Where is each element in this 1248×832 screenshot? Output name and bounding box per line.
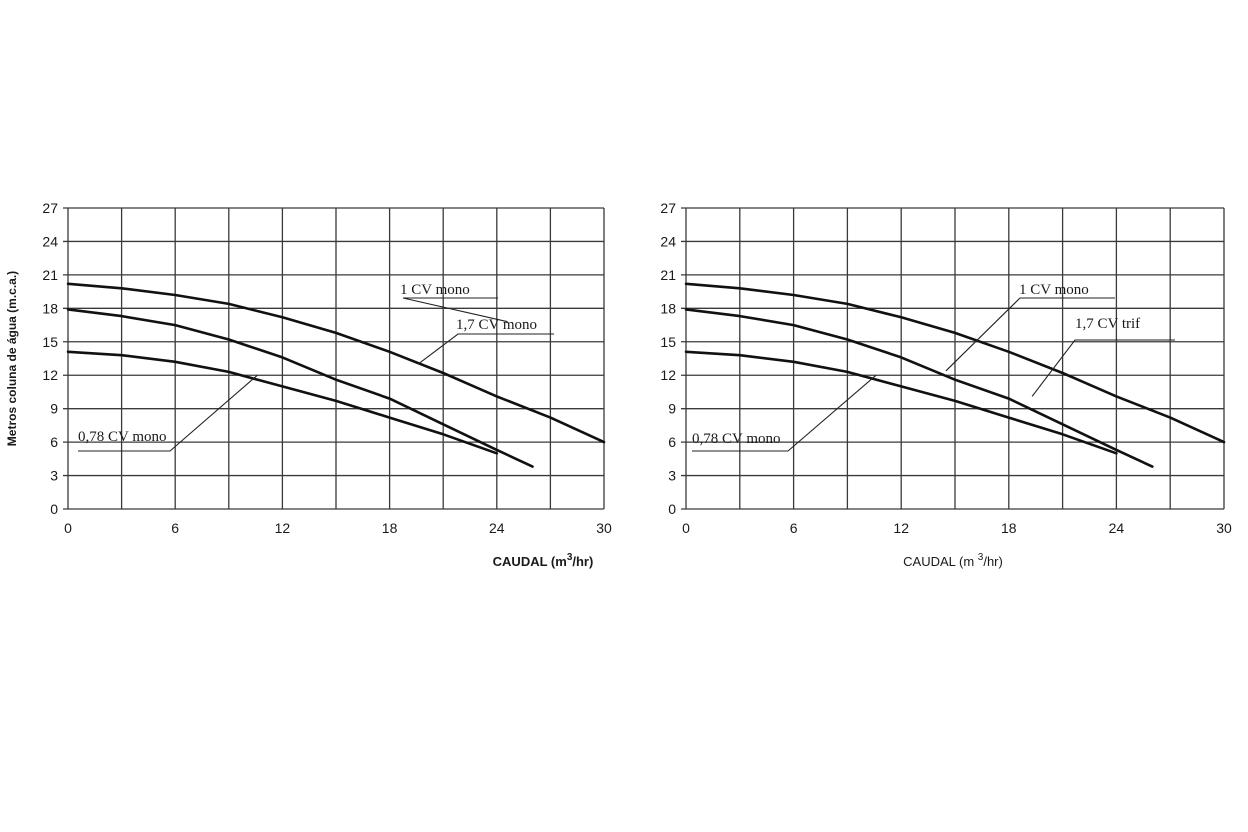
x-tick-label: 30 [1216,520,1232,536]
series-label: 1 CV mono [1019,282,1089,298]
x-axis-label-main: CAUDAL (m [903,554,978,569]
y-tick-label: 9 [668,401,676,417]
series-label: 1,7 CV mono [456,317,537,333]
x-axis-label-tail: /hr) [572,554,593,569]
series-label: 0,78 CV mono [692,431,780,447]
y-tick-label: 27 [660,200,676,216]
y-tick-label: 15 [660,334,676,350]
x-axis-label: CAUDAL (m3/hr) [493,552,594,569]
series-label: 1,7 CV trif [1075,316,1140,332]
y-tick-label: 21 [42,267,58,283]
y-tick-label: 18 [660,300,676,316]
y-tick-label: 3 [668,468,676,484]
x-tick-label: 12 [893,520,909,536]
x-axis-label: CAUDAL (m 3/hr) [903,552,1003,569]
y-tick-label: 6 [50,434,58,450]
x-tick-label: 18 [382,520,398,536]
y-tick-label: 24 [660,233,676,249]
y-tick-label: 18 [42,300,58,316]
y-axis-label: Metros coluna de água (m.c.a.) [5,271,19,446]
x-tick-label: 24 [489,520,505,536]
series-curve-2 [66,308,534,468]
series-leader-line [692,374,877,452]
y-tick-label: 12 [660,367,676,383]
y-tick-label: 0 [668,501,676,517]
x-axis-label-main: CAUDAL (m [493,554,567,569]
series-curve-3 [66,350,499,455]
x-tick-label: 0 [64,520,72,536]
x-tick-label: 12 [275,520,291,536]
series-curve-1 [66,282,606,444]
y-tick-label: 21 [660,267,676,283]
series-leader-line [78,374,258,452]
series-leader-line [945,297,1115,372]
chart-2: 0 3 6 9 12 15 18 21 24 27 0 6 12 18 24 30 CAUDAL (m 3/hr… [660,200,1232,569]
series-curve-2 [684,308,1154,468]
y-tick-label: 12 [42,367,58,383]
x-axis-label-superscript: 3 [567,552,573,563]
y-tick-label: 3 [50,468,58,484]
x-axis-label-tail: /hr) [983,554,1003,569]
x-tick-label: 30 [596,520,612,536]
series-leader-line [1031,339,1175,397]
x-tick-label: 6 [790,520,798,536]
x-tick-label: 6 [171,520,179,536]
y-tick-label: 15 [42,334,58,350]
y-tick-label: 24 [42,233,58,249]
series-label: 0,78 CV mono [78,429,166,445]
series-leader-line [417,333,554,365]
y-tick-label: 6 [668,434,676,450]
y-tick-label: 27 [42,200,58,216]
series-leader-line [402,297,508,323]
y-tick-label: 9 [50,401,58,417]
x-axis-label-superscript: 3 [978,552,984,563]
series-label: 1 CV mono [400,282,470,298]
x-tick-label: 24 [1109,520,1125,536]
series-curve-1 [684,282,1226,444]
x-tick-label: 0 [682,520,690,536]
series-curve-3 [684,350,1118,455]
y-tick-label: 0 [50,501,58,517]
x-tick-label: 18 [1001,520,1017,536]
